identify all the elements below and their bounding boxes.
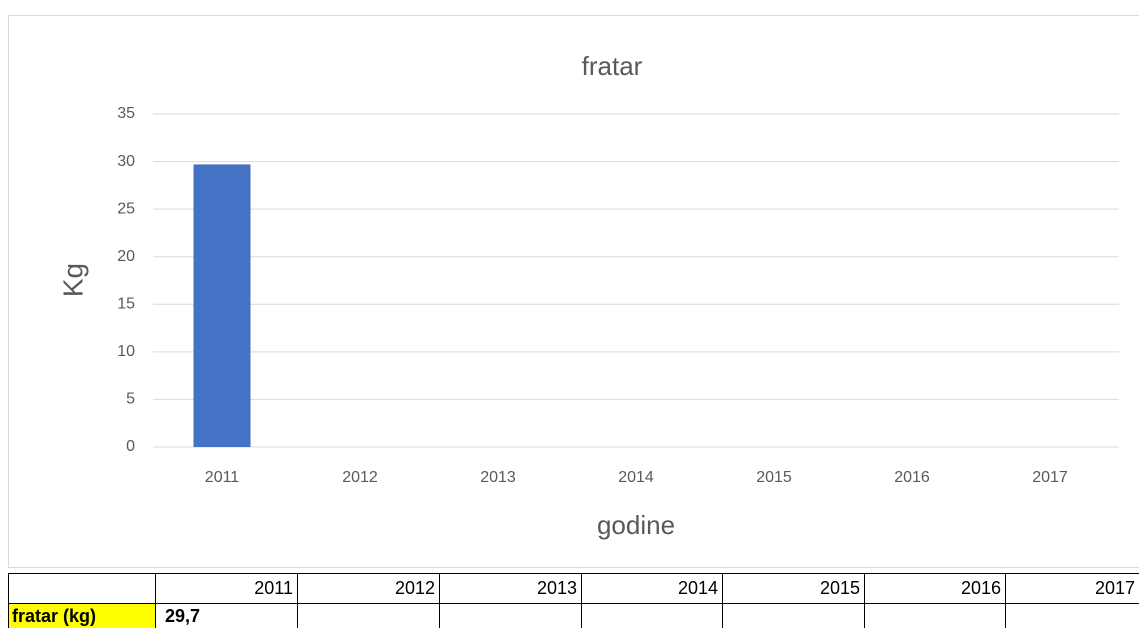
table-cell (1005, 603, 1139, 628)
x-tick-label: 2015 (756, 469, 792, 486)
bar (193, 164, 251, 447)
table-cell (581, 603, 723, 628)
table-cell (722, 603, 865, 628)
chart-frame (8, 15, 1139, 568)
y-tick-label: 15 (117, 296, 135, 313)
table-header: 2014 (678, 578, 718, 598)
table-header: 2016 (961, 578, 1001, 598)
table-cell (864, 603, 1006, 628)
table-header: 2012 (395, 578, 435, 598)
y-tick-label: 20 (117, 248, 135, 265)
x-tick-label: 2014 (618, 469, 654, 486)
table-header: 2017 (1095, 578, 1135, 598)
table-header: 2011 (254, 578, 293, 598)
y-tick-label: 35 (117, 105, 135, 122)
y-tick-label: 10 (117, 343, 135, 360)
x-tick-label: 2016 (894, 469, 930, 486)
x-tick-label: 2013 (480, 469, 516, 486)
table-value: 29,7 (165, 606, 200, 626)
x-tick-label: 2017 (1032, 469, 1068, 486)
table-cell (8, 573, 156, 604)
y-tick-label: 25 (117, 200, 135, 217)
y-tick-label: 0 (126, 438, 135, 455)
table-header: 2015 (820, 578, 860, 598)
row-label: fratar (kg) (12, 606, 96, 626)
chart-title: fratar (582, 51, 643, 81)
row-label-bg (8, 603, 155, 628)
x-tick-label: 2011 (205, 469, 240, 486)
x-tick-label: 2012 (342, 469, 378, 486)
y-tick-label: 30 (117, 153, 135, 170)
y-axis-title: Kg (57, 263, 88, 297)
x-axis-title: godine (597, 510, 675, 540)
table-cell (297, 603, 440, 628)
y-tick-label: 5 (126, 391, 135, 408)
table-cell (439, 603, 582, 628)
table-header: 2013 (537, 578, 577, 598)
